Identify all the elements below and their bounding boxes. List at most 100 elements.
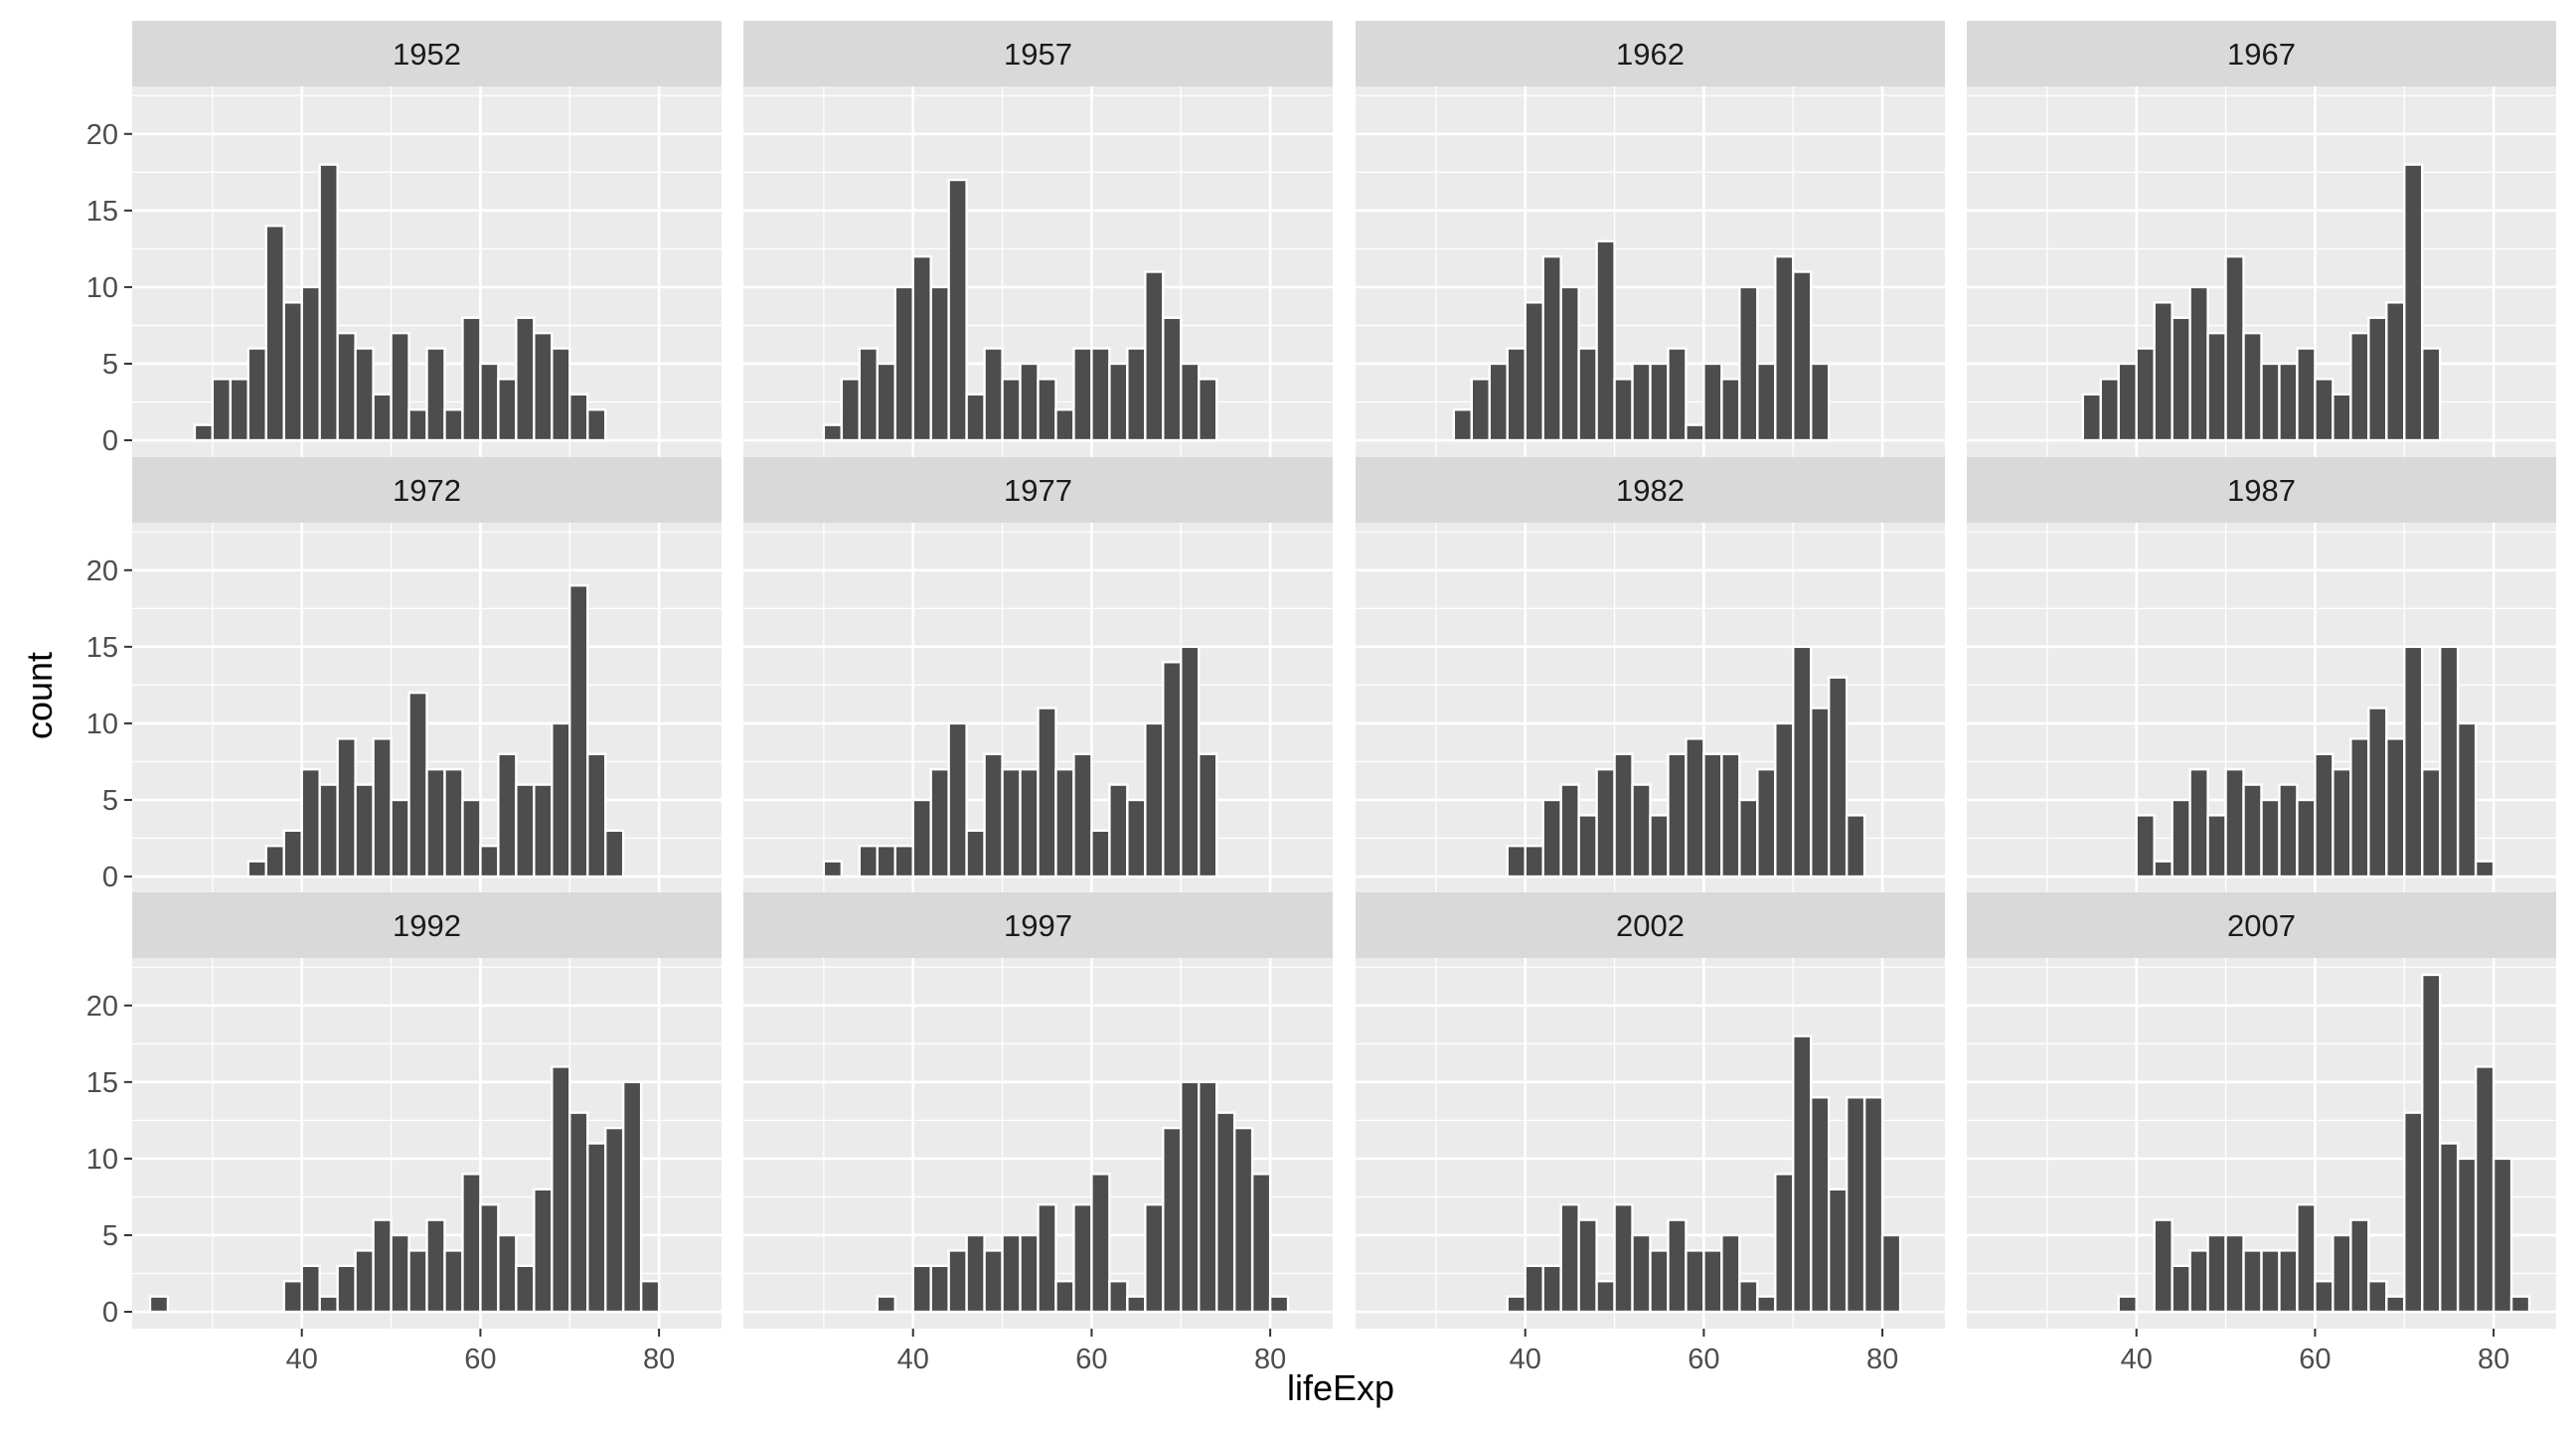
- facet-strip: [743, 892, 1333, 958]
- histogram-bar: [390, 798, 410, 878]
- histogram-bar: [1198, 378, 1218, 442]
- histogram-bar: [586, 1142, 607, 1314]
- x-tick-label: 60: [2299, 1344, 2331, 1375]
- histogram-bar: [2296, 1202, 2317, 1314]
- x-tick-label: 80: [1254, 1344, 1286, 1375]
- histogram-bar: [929, 1264, 950, 1314]
- histogram-bar: [551, 1065, 571, 1314]
- facet-strip: [132, 457, 722, 523]
- histogram-bar: [1756, 767, 1777, 878]
- histogram-bar: [1126, 1295, 1147, 1314]
- histogram-bar: [479, 845, 500, 878]
- histogram-bar: [876, 1295, 896, 1314]
- histogram-bar: [318, 163, 339, 442]
- histogram-bar: [318, 783, 339, 878]
- histogram-bar: [2153, 301, 2174, 442]
- histogram-bar: [246, 860, 267, 878]
- histogram-bar: [390, 331, 410, 442]
- histogram-bar: [2385, 301, 2406, 442]
- histogram-bar: [1037, 378, 1057, 442]
- histogram-bar: [965, 393, 986, 442]
- histogram-bar: [586, 408, 607, 442]
- histogram-bar: [1720, 1233, 1741, 1314]
- histogram-bar: [1649, 1249, 1670, 1314]
- facet-panel-2007: 2007 40 60 80: [1967, 892, 2556, 1375]
- histogram-bar: [568, 1111, 589, 1314]
- histogram-bar: [603, 829, 625, 878]
- facet-strip: [1967, 457, 2556, 523]
- histogram-bar: [2367, 1280, 2388, 1314]
- histogram-bar: [1827, 1188, 1849, 1314]
- facet-strip: [132, 892, 722, 958]
- histogram-bar: [1072, 347, 1093, 442]
- histogram-bar: [2314, 1280, 2334, 1314]
- histogram-bar: [1685, 1249, 1705, 1314]
- histogram-bar: [1595, 239, 1616, 442]
- histogram-bar: [2403, 645, 2424, 878]
- histogram-bar: [425, 347, 446, 442]
- histogram-bars: [246, 583, 625, 878]
- x-axis: 40 60 80: [286, 1329, 675, 1375]
- y-axis-title: count: [19, 652, 60, 739]
- histogram-bar: [2438, 1142, 2460, 1314]
- histogram-bar: [1845, 814, 1866, 878]
- histogram-bar: [929, 767, 950, 878]
- histogram-bar: [1524, 1264, 1544, 1314]
- histogram-bar: [1667, 347, 1688, 442]
- facet-strip-label: 1997: [1004, 908, 1072, 943]
- facet-panel-1977: 1977: [743, 457, 1333, 901]
- histogram-bar: [1268, 1295, 1290, 1314]
- histogram-bar: [965, 1233, 986, 1314]
- facet-strip-label: 1992: [393, 908, 461, 943]
- facet-panel-1957: 1957: [743, 21, 1333, 465]
- x-axis: 40 60 80: [2121, 1329, 2509, 1375]
- histogram-bar: [1198, 752, 1218, 878]
- x-axis: 40 60 80: [897, 1329, 1286, 1375]
- facet-panel-2002: 2002 40 60 80: [1356, 892, 1945, 1375]
- histogram-bar: [911, 1264, 932, 1314]
- histogram-bar: [1792, 1034, 1813, 1314]
- histogram-bar: [586, 752, 607, 878]
- histogram-bar: [533, 1188, 554, 1314]
- histogram-bar: [983, 1249, 1004, 1314]
- histogram-bar: [461, 798, 482, 878]
- histogram-bars: [2081, 163, 2442, 442]
- histogram-bar: [1559, 285, 1580, 442]
- x-tick-label: 80: [2478, 1344, 2509, 1375]
- facet-strip-label: 1957: [1004, 37, 1072, 72]
- histogram-bar: [1470, 378, 1491, 442]
- histogram-bar: [2188, 285, 2209, 442]
- y-tick-label: 10: [86, 1144, 118, 1176]
- histogram-bar: [1702, 752, 1723, 878]
- histogram-bar: [497, 378, 518, 442]
- histogram-bar: [515, 316, 536, 442]
- y-tick-label: 20: [86, 119, 118, 151]
- facet-strip: [743, 21, 1333, 86]
- histogram-bar: [1738, 1280, 1759, 1314]
- histogram-bar: [1559, 1202, 1580, 1314]
- histogram-bars: [876, 1080, 1290, 1314]
- histogram-bar: [1162, 661, 1183, 878]
- y-tick-label: 0: [102, 425, 118, 457]
- histogram-bar: [929, 285, 950, 442]
- grid-lines: [1356, 523, 1945, 893]
- histogram-bar: [372, 737, 393, 878]
- histogram-bar: [1144, 270, 1165, 442]
- histogram-bar: [947, 721, 968, 878]
- histogram-bar: [822, 423, 844, 442]
- facet-strip: [132, 21, 722, 86]
- histogram-bar: [1595, 767, 1616, 878]
- histogram-bar: [1019, 767, 1040, 878]
- facet-strip: [1356, 21, 1945, 86]
- facet-strip: [1356, 457, 1945, 523]
- y-axis: 0 5 10 15 20: [86, 556, 132, 893]
- histogram-bar: [551, 347, 571, 442]
- histogram-bar: [2171, 316, 2191, 442]
- histogram-bar: [2296, 798, 2317, 878]
- histogram-bar: [2260, 1249, 2281, 1314]
- histogram-bar: [568, 583, 589, 878]
- histogram-bar: [2242, 1249, 2263, 1314]
- facet-panel-1997: 1997 40 60 80: [743, 892, 1333, 1375]
- histogram-bar: [858, 347, 879, 442]
- histogram-bar: [2314, 378, 2334, 442]
